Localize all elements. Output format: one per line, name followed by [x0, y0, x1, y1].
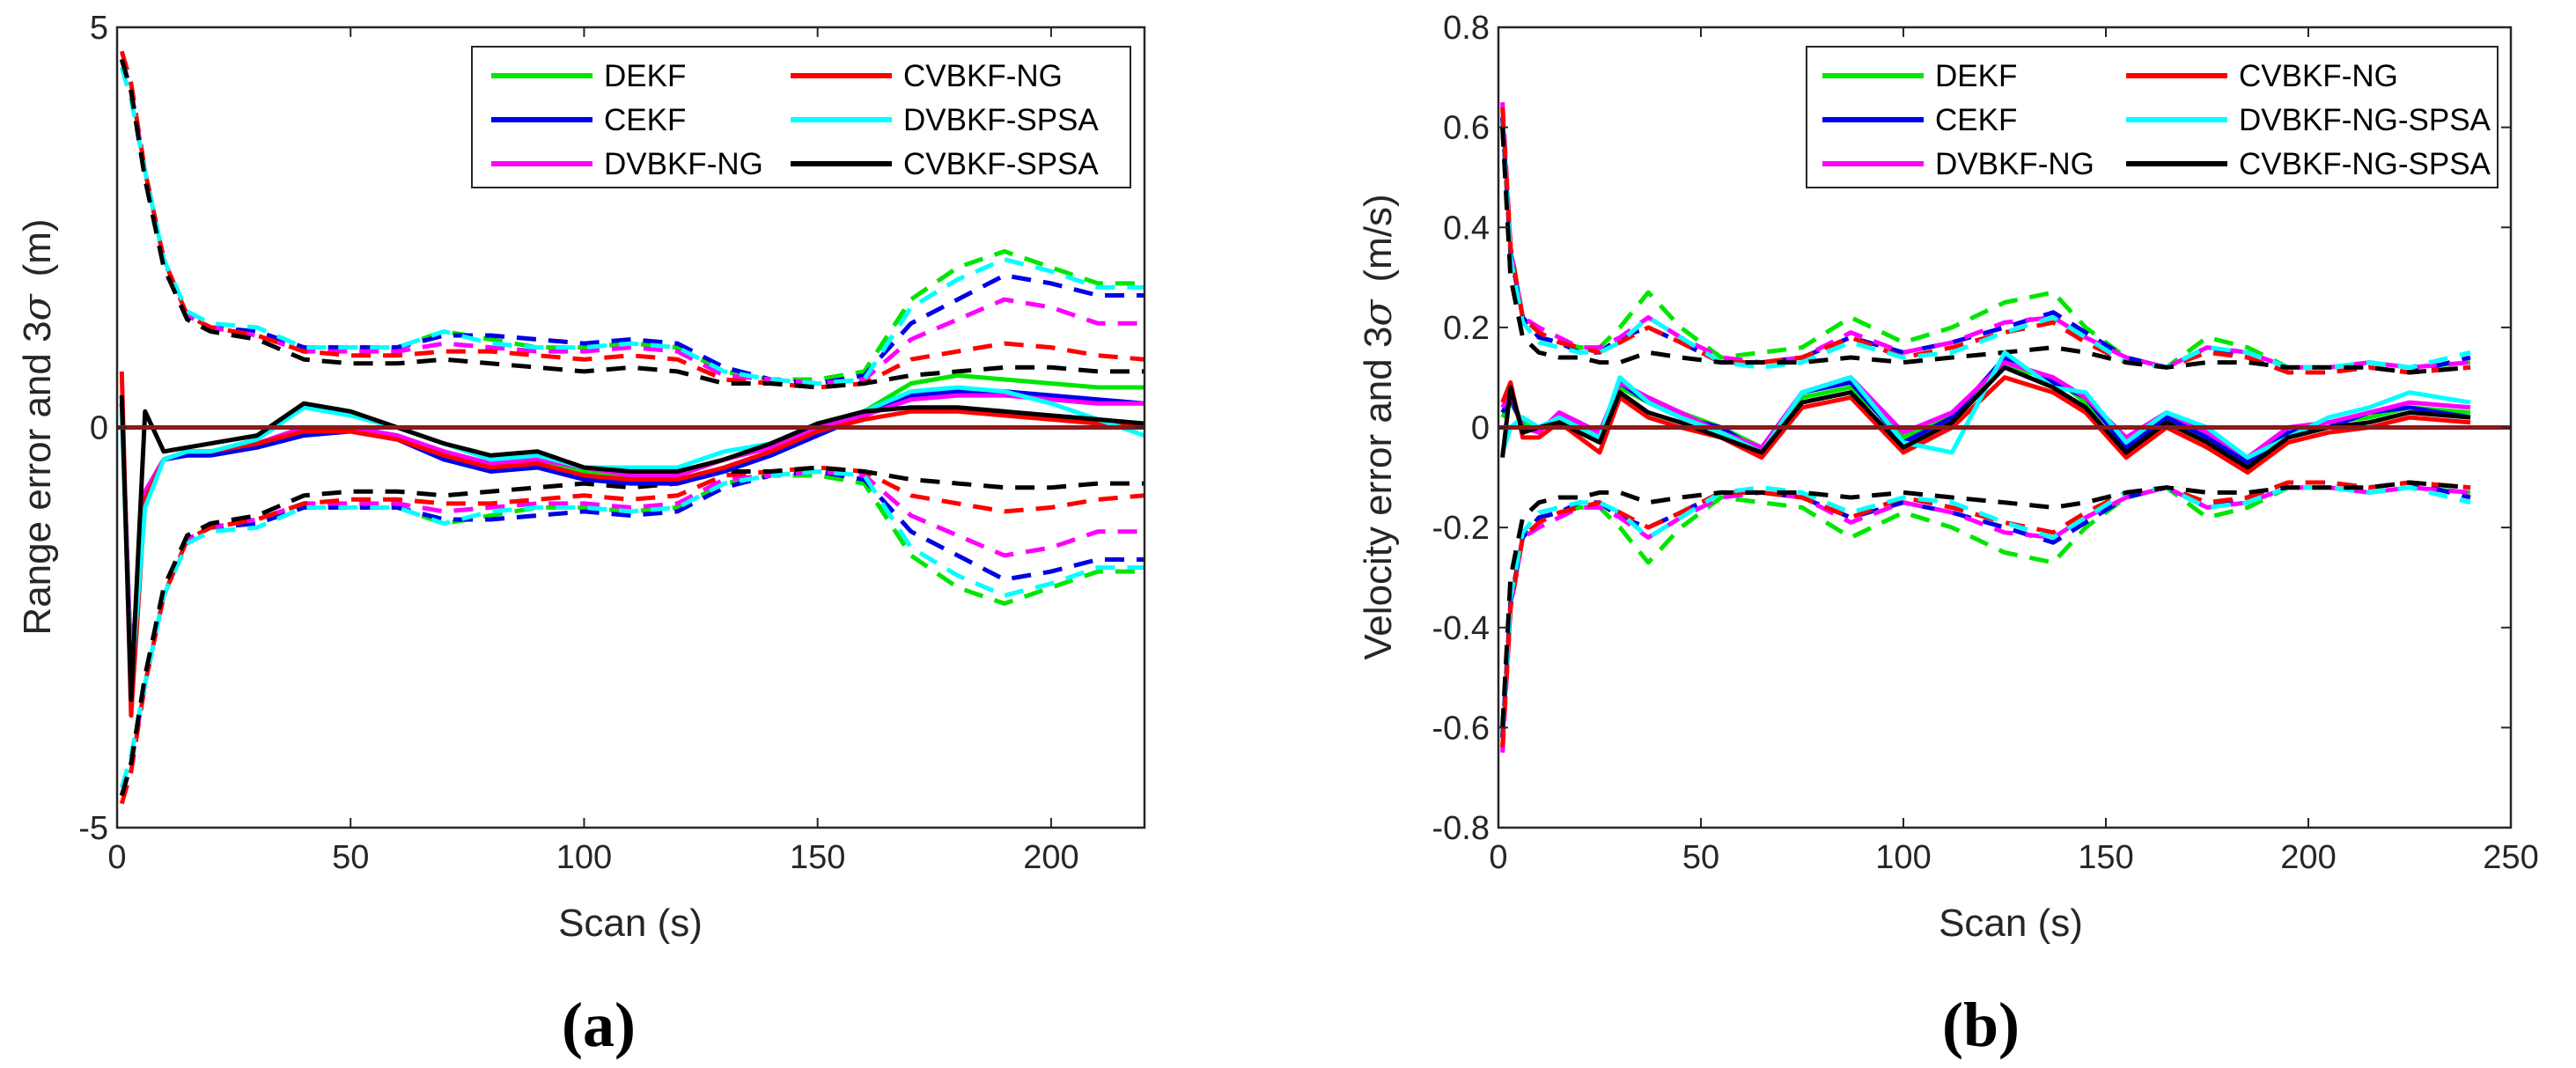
panel-a: 0 50 100 150 200-505 Scan (s) Range error an… — [15, 10, 1146, 1060]
error-line-cvbkf-ng — [1500, 375, 2471, 475]
legend-label: CVBKF-SPSA — [903, 147, 1099, 181]
y-tick-label: 0.2 — [1443, 310, 1490, 347]
sigma-upper-cekf — [1500, 117, 2471, 375]
error-line-dvbkf-ng-spsa — [1500, 350, 2471, 460]
panel-b-ticks: 0 50 100 150 200 250 -0.8 -0.6 -0.4 -0.2 0 0.2 0.4 0.… — [1432, 10, 2539, 876]
sigma-upper-cvbkf-spsa — [119, 58, 1144, 390]
panel-b-plot-area — [1498, 102, 2511, 753]
x-tick-label: 100 — [1875, 839, 1931, 876]
panel-a-legend: DEKF CEKF DVBKF-NG CVBKF-NG DVBKF-SPSA CVBKF-… — [471, 46, 1131, 188]
sigma-lower-dvbkf-ng — [1500, 485, 2471, 753]
y-tick-label: 5 — [90, 10, 108, 47]
panel-b-ylabel: Velocity error and 3σ(m/s) — [1356, 194, 1401, 659]
sigma-lower-cekf — [1500, 480, 2471, 738]
sigma-upper-cvbkf-ng — [119, 50, 1144, 390]
panel-a-plot-area — [117, 50, 1144, 805]
y-tick-label: -0.4 — [1432, 610, 1490, 647]
legend-label: DEKF — [1935, 59, 2017, 93]
y-tick-label: -0.2 — [1432, 510, 1490, 547]
panel-b-legend: DEKF CEKF DVBKF-NG CVBKF-NG DVBKF-NG-SPSA CVB… — [1806, 46, 2499, 188]
panel-a-xlabel: Scan (s) — [558, 902, 703, 945]
sigma-lower-cvbkf-ng-spsa — [1500, 480, 2471, 728]
error-line-cvbkf-spsa — [119, 395, 1144, 703]
legend-label: CVBKF-NG — [903, 59, 1063, 93]
panel-b-xlabel: Scan (s) — [1939, 902, 2083, 945]
sigma-upper-dvbkf-ng — [1500, 102, 2471, 370]
panel-a-ylabel: Range error and 3σ(m) — [15, 218, 60, 635]
legend-label: DVBKF-NG — [1935, 147, 2094, 181]
sigma-lower-cvbkf-ng — [119, 465, 1144, 805]
sigma-upper-dvbkf-ng — [119, 58, 1144, 386]
sigma-lower-cvbkf-ng — [1500, 480, 2471, 748]
sigma-upper-dvbkf-spsa — [119, 66, 1144, 386]
y-tick-label: 0.8 — [1443, 10, 1490, 47]
x-tick-label: 0 — [1489, 839, 1507, 876]
legend-label: CVBKF-NG — [2239, 59, 2398, 93]
legend-label: DVBKF-SPSA — [903, 103, 1099, 137]
panel-a-label: (a) — [562, 990, 636, 1060]
error-line-dvbkf-ng — [1500, 360, 2471, 460]
x-tick-label: 200 — [2280, 839, 2336, 876]
legend-label: CEKF — [604, 103, 686, 137]
y-tick-label: 0 — [90, 410, 108, 447]
x-tick-label: 250 — [2483, 839, 2538, 876]
x-tick-label: 0 — [107, 839, 126, 876]
legend-label: DVBKF-NG-SPSA — [2239, 103, 2491, 137]
panel-a-ticks: 0 50 100 150 200-505 — [78, 10, 1144, 876]
legend-label: CVBKF-NG-SPSA — [2239, 147, 2491, 181]
x-tick-label: 50 — [1682, 839, 1719, 876]
sigma-lower-cvbkf-spsa — [119, 465, 1144, 797]
legend-label: DEKF — [604, 59, 686, 93]
panel-b-label: (b) — [1942, 990, 2020, 1060]
sigma-upper-cvbkf-ng-spsa — [1500, 127, 2471, 375]
x-tick-label: 50 — [332, 839, 369, 876]
legend-label: DVBKF-NG — [604, 147, 763, 181]
x-tick-label: 200 — [1023, 839, 1078, 876]
y-tick-label: 0 — [1471, 410, 1490, 447]
legend-label: CEKF — [1935, 103, 2017, 137]
error-line-cekf — [119, 389, 1144, 670]
sigma-lower-dvbkf-spsa — [119, 469, 1144, 789]
x-tick-label: 150 — [2078, 839, 2133, 876]
y-tick-label: -0.6 — [1432, 710, 1490, 747]
y-tick-label: -0.8 — [1432, 810, 1490, 847]
x-tick-label: 150 — [790, 839, 845, 876]
x-tick-label: 100 — [556, 839, 612, 876]
y-tick-label: -5 — [78, 810, 108, 847]
panel-b: 0 50 100 150 200 250 -0.8 -0.6 -0.4 -0.2 0 0.2 0.4 0.… — [1356, 10, 2539, 1060]
sigma-upper-cvbkf-ng — [1500, 107, 2471, 375]
sigma-lower-dvbkf-ng — [119, 469, 1144, 797]
y-tick-label: 0.6 — [1443, 110, 1490, 147]
y-tick-label: 0.4 — [1443, 210, 1490, 247]
